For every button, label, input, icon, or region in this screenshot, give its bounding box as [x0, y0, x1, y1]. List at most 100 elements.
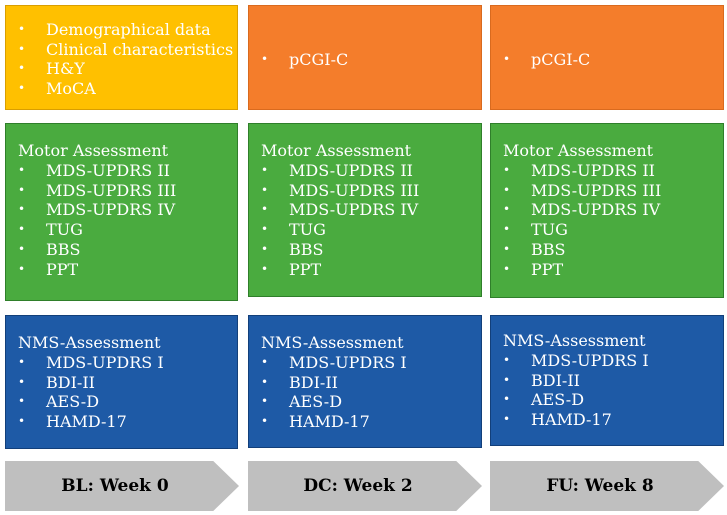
list-item: • MDS-UPDRS I: [18, 353, 164, 372]
baseline-info-list: • Demographical data • Clinical characteri…: [16, 20, 233, 99]
nms-assessment-heading: NMS-Assessment: [261, 333, 404, 352]
followup-motor-assessment-box: Motor Assessment • MDS-UPDRS II • MDS-UPDR…: [490, 123, 724, 298]
list-item: • BBS: [18, 239, 81, 259]
timeline-arrow-followup: FU: Week 8: [490, 461, 724, 511]
bullet-icon: •: [503, 52, 511, 66]
baseline-motor-assessment-box: Motor Assessment • MDS-UPDRS II • MDS-UPDR…: [5, 123, 238, 301]
discharge-nms-assessment-box: NMS-Assessment • MDS-UPDRS I • BDI-II • AES…: [248, 315, 482, 448]
list-item: • PPT: [261, 259, 322, 279]
nms-assessment-list: • MDS-UPDRS I • BDI-II • AES-D • HAMD-17: [259, 353, 407, 432]
list-item: • MDS-UPDRS III: [18, 180, 177, 200]
bullet-icon: •: [18, 222, 26, 237]
baseline-info-box: • Demographical data • Clinical characteri…: [5, 5, 238, 110]
bullet-icon: •: [503, 412, 511, 427]
bullet-icon: •: [18, 241, 26, 256]
list-item: • MDS-UPDRS II: [18, 161, 170, 180]
bullet-icon: •: [503, 392, 511, 407]
discharge-motor-assessment-box: Motor Assessment • MDS-UPDRS II • MDS-UPDR…: [248, 123, 482, 297]
nms-assessment-list: • MDS-UPDRS I • BDI-II • AES-D • HAMD-17: [16, 353, 164, 432]
timepoint-label: FU: Week 8: [546, 476, 654, 496]
bullet-icon: •: [18, 202, 26, 217]
followup-info-list: • pCGI-C: [501, 50, 590, 70]
bullet-icon: •: [18, 374, 26, 389]
bullet-icon: •: [18, 414, 26, 429]
discharge-info-list: • pCGI-C: [259, 50, 348, 70]
list-item: • PPT: [18, 259, 79, 279]
bullet-icon: •: [18, 182, 26, 197]
list-item: • AES-D: [503, 390, 585, 410]
list-item: • MDS-UPDRS IV: [261, 200, 419, 220]
list-item: • BDI-II: [261, 372, 338, 392]
list-item: • TUG: [261, 220, 326, 240]
motor-assessment-list: • MDS-UPDRS II • MDS-UPDRS III • MDS-UPDRS …: [16, 161, 176, 279]
list-item: • MDS-UPDRS I: [503, 351, 649, 370]
bullet-icon: •: [503, 182, 511, 197]
bullet-icon: •: [261, 182, 269, 197]
list-item: • BDI-II: [18, 372, 95, 392]
bullet-icon: •: [503, 202, 511, 217]
motor-assessment-list: • MDS-UPDRS II • MDS-UPDRS III • MDS-UPDRS …: [501, 161, 661, 279]
bullet-icon: •: [261, 261, 269, 276]
list-item: • pCGI-C: [261, 50, 349, 69]
motor-assessment-heading: Motor Assessment: [503, 141, 654, 160]
bullet-icon: •: [503, 261, 511, 276]
nms-assessment-heading: NMS-Assessment: [18, 333, 161, 352]
bullet-icon: •: [261, 394, 269, 409]
list-item: • HAMD-17: [261, 412, 370, 432]
bullet-icon: •: [18, 61, 26, 76]
bullet-icon: •: [18, 163, 26, 177]
list-item: • MDS-UPDRS IV: [503, 200, 661, 220]
list-item: • TUG: [18, 220, 83, 240]
list-item: • MDS-UPDRS II: [503, 161, 655, 180]
list-item: • HAMD-17: [503, 410, 612, 430]
bullet-icon: •: [261, 163, 269, 177]
bullet-icon: •: [18, 22, 26, 36]
list-item: • pCGI-C: [503, 50, 591, 69]
followup-nms-assessment-box: NMS-Assessment • MDS-UPDRS I • BDI-II • AES…: [490, 315, 724, 446]
list-item: • TUG: [503, 220, 568, 240]
list-item: • AES-D: [261, 392, 343, 412]
list-item: • MDS-UPDRS III: [503, 180, 662, 200]
list-item: • AES-D: [18, 392, 100, 412]
bullet-icon: •: [503, 222, 511, 237]
bullet-icon: •: [261, 355, 269, 369]
list-item: • H&Y: [18, 59, 85, 79]
list-item: • Demographical data: [18, 20, 211, 39]
timeline-arrow-discharge: DC: Week 2: [248, 461, 482, 511]
bullet-icon: •: [503, 372, 511, 387]
motor-assessment-heading: Motor Assessment: [261, 141, 412, 160]
baseline-nms-assessment-box: NMS-Assessment • MDS-UPDRS I • BDI-II • AES…: [5, 315, 238, 449]
bullet-icon: •: [261, 241, 269, 256]
bullet-icon: •: [261, 374, 269, 389]
list-item: • MoCA: [18, 79, 96, 99]
timeline-arrow-baseline: BL: Week 0: [5, 461, 239, 511]
bullet-icon: •: [18, 355, 26, 369]
list-item: • BDI-II: [503, 370, 580, 390]
bullet-icon: •: [261, 52, 269, 66]
bullet-icon: •: [18, 41, 26, 56]
bullet-icon: •: [18, 81, 26, 96]
bullet-icon: •: [18, 261, 26, 276]
bullet-icon: •: [261, 222, 269, 237]
list-item: • MDS-UPDRS I: [261, 353, 407, 372]
list-item: • MDS-UPDRS IV: [18, 200, 176, 220]
list-item: • BBS: [261, 239, 324, 259]
bullet-icon: •: [503, 353, 511, 367]
list-item: • PPT: [503, 259, 564, 279]
list-item: • BBS: [503, 239, 566, 259]
discharge-info-box: • pCGI-C: [248, 5, 482, 110]
bullet-icon: •: [503, 241, 511, 256]
nms-assessment-list: • MDS-UPDRS I • BDI-II • AES-D • HAMD-17: [501, 351, 649, 430]
timepoint-label: BL: Week 0: [61, 476, 169, 496]
list-item: • MDS-UPDRS II: [261, 161, 413, 180]
bullet-icon: •: [18, 394, 26, 409]
list-item: • MDS-UPDRS III: [261, 180, 420, 200]
nms-assessment-heading: NMS-Assessment: [503, 331, 646, 350]
bullet-icon: •: [261, 202, 269, 217]
motor-assessment-list: • MDS-UPDRS II • MDS-UPDRS III • MDS-UPDRS …: [259, 161, 419, 279]
list-item: • HAMD-17: [18, 412, 127, 432]
bullet-icon: •: [503, 163, 511, 177]
followup-info-box: • pCGI-C: [490, 5, 724, 110]
bullet-icon: •: [261, 414, 269, 429]
list-item: • Clinical characteristics: [18, 39, 234, 59]
